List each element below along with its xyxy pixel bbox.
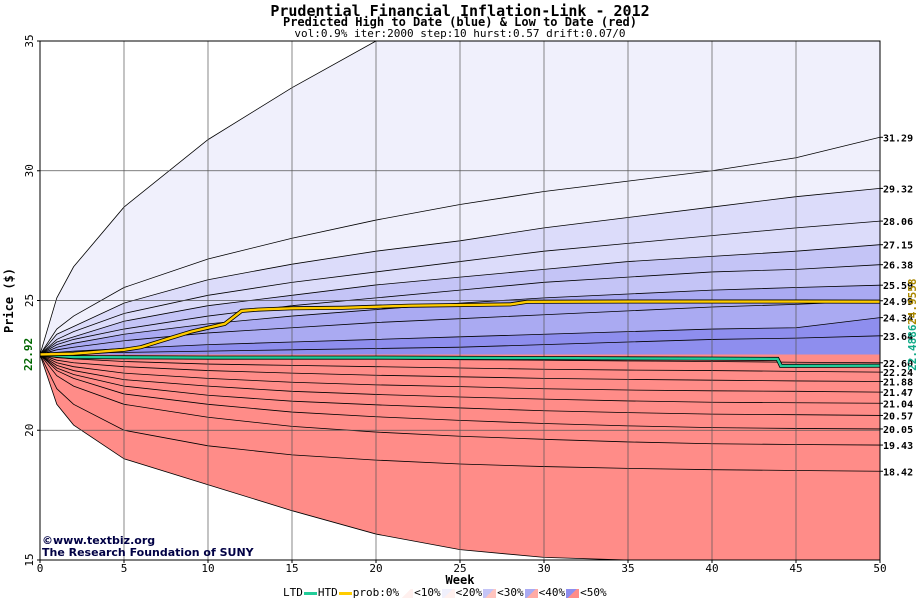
high-band-9 (40, 335, 880, 355)
band-label-22.24: 22.24 (883, 368, 913, 379)
high-band-edge-0 (40, 41, 880, 355)
chart-parameters: vol:0.9% iter:2000 step:10 hurst:0.57 dr… (294, 27, 626, 40)
legend-swatch-30 (524, 588, 538, 598)
legend-b30-label: <30% (497, 586, 524, 599)
start-price-label: 22.92 (22, 338, 35, 371)
ltd-end-label: 22.4886 (906, 324, 919, 371)
legend-prob-label: prob:0% (352, 586, 400, 599)
band-label-20.05: 20.05 (883, 425, 913, 436)
band-labels: 31.29 29.32 28.06 27.15 26.38 25.59 24.99 24.34… (880, 133, 919, 478)
band-label-24.99: 24.99 (883, 297, 913, 308)
legend-swatch-0 (400, 588, 414, 598)
band-label-28.06: 28.06 (883, 217, 913, 228)
x-tick-label-10: 10 (201, 562, 214, 575)
ltd-line (40, 353, 880, 368)
band-label-21.04: 21.04 (883, 399, 913, 410)
x-tick-label-5: 5 (121, 562, 128, 575)
x-tick-label-45: 45 (789, 562, 802, 575)
y-tick-label-30: 30 (23, 164, 36, 177)
legend-b20-label: <20% (455, 586, 483, 599)
legend-htd-swatch (338, 591, 352, 595)
x-axis-label: Week (446, 573, 476, 587)
y-axis-label: Price ($) (2, 268, 16, 333)
band-label-25.59: 25.59 (883, 281, 913, 292)
x-tick-label-0: 0 (37, 562, 44, 575)
band-label-21.47: 21.47 (883, 388, 913, 399)
band-label-19.43: 19.43 (883, 441, 913, 452)
band-label-22.60: 22.60 (883, 359, 913, 370)
band-label-20.57: 20.57 (883, 411, 913, 422)
chart-title: Prudential Financial Inflation-Link - 20… (270, 2, 650, 20)
x-tick-label-30: 30 (537, 562, 550, 575)
band-label-24.34: 24.34 (883, 314, 913, 325)
legend-htd-label: HTD (317, 586, 338, 599)
x-tick-label-50: 50 (873, 562, 886, 575)
band-label-23.64: 23.64 (883, 332, 913, 343)
legend-b10-label: <10% (414, 586, 441, 599)
y-tick-label-20: 20 (23, 424, 36, 437)
legend-b50-label: <50% (580, 586, 607, 599)
legend-ltd-swatch (303, 591, 317, 595)
legend: LTD HTD prob:0% <10% <20% <30% <40% <50% (283, 586, 607, 599)
band-label-18.42: 18.42 (883, 467, 913, 478)
band-label-29.32: 29.32 (883, 184, 913, 195)
y-tick-label-35: 35 (23, 34, 36, 47)
htd-end-label: 24.9558 (906, 278, 919, 324)
credit-organization: The Research Foundation of SUNY (42, 546, 254, 559)
legend-swatch-40 (566, 588, 580, 598)
band-label-31.29: 31.29 (883, 133, 913, 144)
x-tick-label-20: 20 (369, 562, 382, 575)
band-label-26.38: 26.38 (883, 261, 913, 272)
band-label-27.15: 27.15 (883, 241, 913, 252)
x-tick-label-40: 40 (705, 562, 718, 575)
x-tick-label-35: 35 (621, 562, 634, 575)
series-lines (40, 299, 880, 368)
x-tick-label-15: 15 (285, 562, 298, 575)
legend-swatch-10 (441, 588, 455, 598)
legend-ltd-label: LTD (283, 586, 303, 599)
credit-website: ©www.textbiz.org (42, 534, 156, 547)
legend-swatch-20 (483, 588, 497, 598)
x-tick-label-25: 25 (453, 562, 466, 575)
htd-line (40, 300, 880, 356)
y-tick-label-15: 15 (23, 553, 36, 566)
legend-b40-label: <40% (538, 586, 566, 599)
chart-subtitle: Predicted High to Date (blue) & Low to D… (282, 15, 637, 29)
band-label-21.88: 21.88 (883, 377, 913, 388)
y-tick-label-25: 25 (23, 294, 36, 307)
